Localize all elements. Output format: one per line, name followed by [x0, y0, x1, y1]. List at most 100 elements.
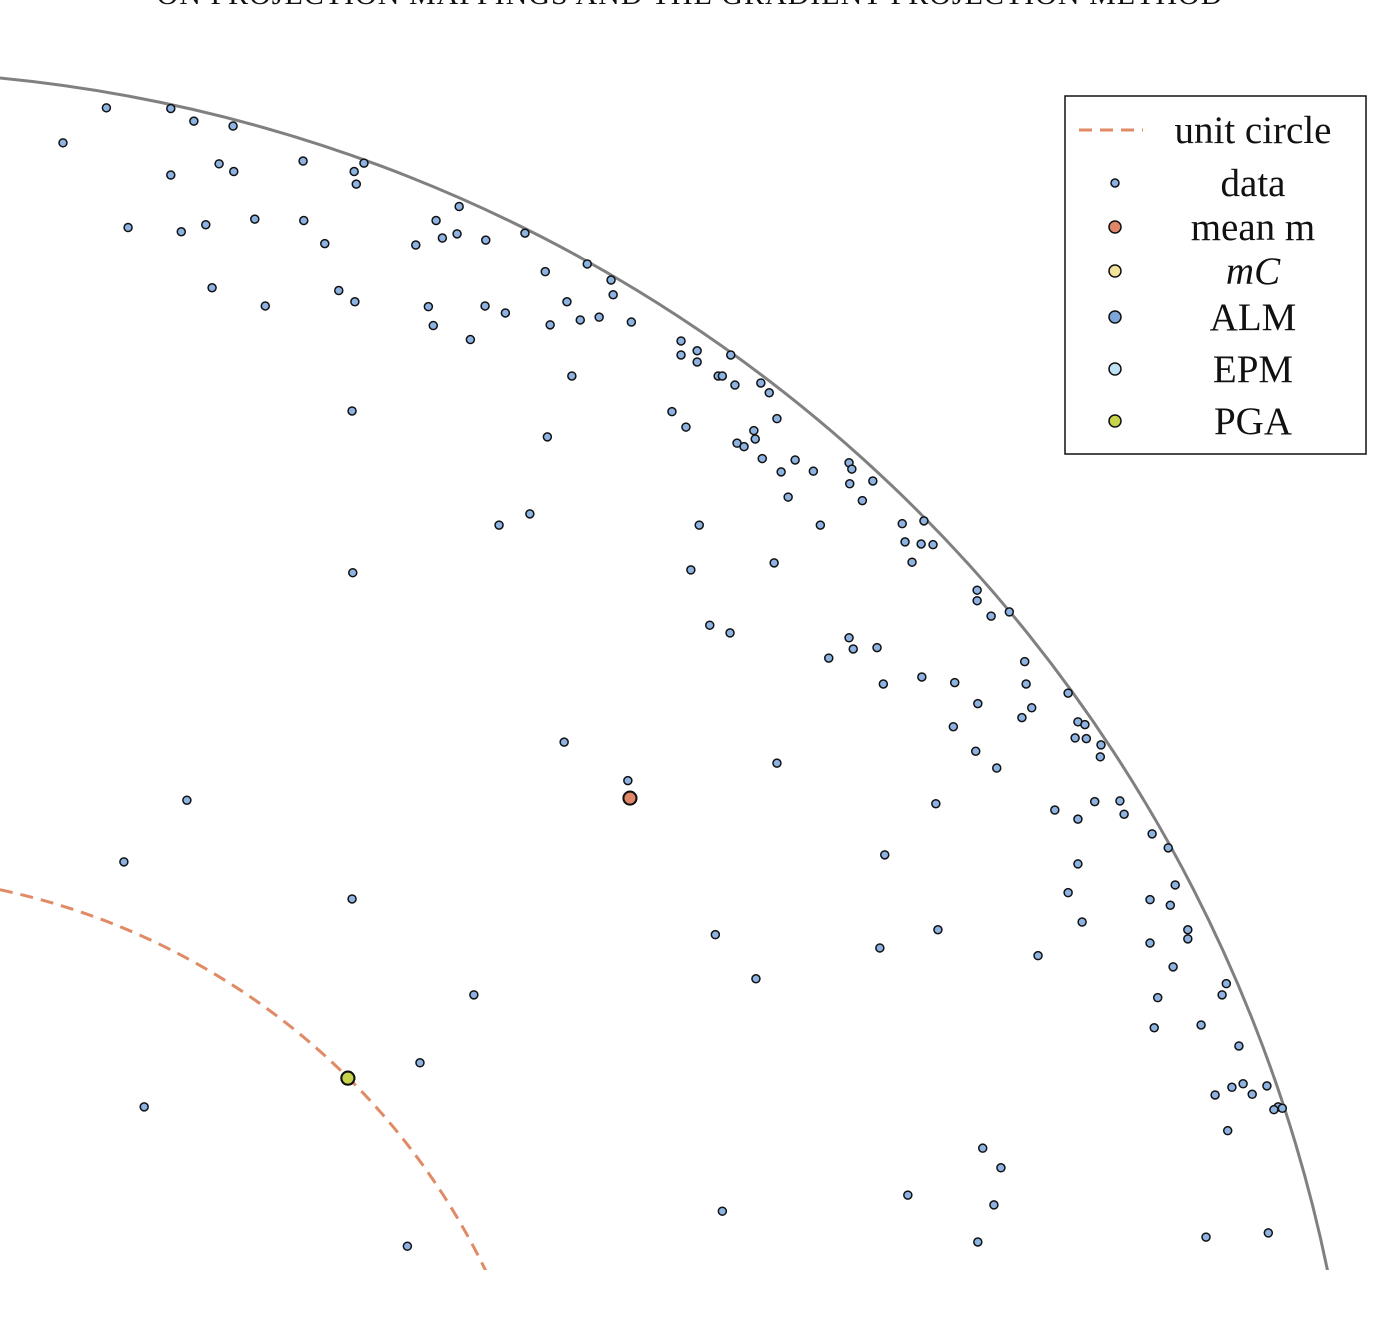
- point: [1277, 1103, 1288, 1114]
- point: [1033, 950, 1043, 961]
- point: [545, 320, 555, 330]
- point: [1119, 809, 1129, 819]
- point: [351, 179, 362, 189]
- point: [299, 215, 309, 226]
- point: [1073, 859, 1083, 869]
- plot-area: [0, 77, 1329, 1270]
- point: [933, 924, 943, 935]
- point: [750, 434, 760, 444]
- point: [948, 721, 959, 732]
- point: [1081, 733, 1092, 744]
- point: [1019, 656, 1030, 667]
- point: [520, 228, 530, 238]
- point: [676, 336, 686, 346]
- point: [452, 229, 462, 239]
- point: [1115, 796, 1125, 806]
- legend-marker: [1108, 362, 1122, 376]
- point: [972, 585, 982, 595]
- point: [1234, 1041, 1244, 1051]
- point: [1262, 1081, 1272, 1091]
- point: [725, 350, 736, 360]
- point: [437, 233, 448, 243]
- point: [848, 644, 858, 654]
- point: [769, 558, 779, 568]
- point: [717, 371, 728, 381]
- point: [808, 466, 819, 476]
- point: [411, 240, 421, 250]
- point: [676, 350, 686, 360]
- point: [349, 166, 359, 177]
- point: [334, 285, 344, 296]
- point: [776, 467, 786, 477]
- point: [875, 943, 885, 953]
- point: [725, 628, 735, 638]
- point: [1201, 1232, 1211, 1242]
- point: [1050, 805, 1060, 815]
- point: [1168, 962, 1178, 972]
- page-title: ON PROJECTION MAPPINGS AND THE GRADIENT …: [157, 0, 1224, 11]
- point: [919, 516, 929, 526]
- point: [1063, 887, 1073, 898]
- point: [250, 214, 260, 224]
- point: [182, 795, 192, 805]
- point: [469, 990, 479, 1000]
- point: [623, 775, 633, 786]
- point: [1070, 733, 1080, 743]
- legend-label: PGA: [1214, 400, 1292, 443]
- point: [228, 121, 238, 131]
- point: [350, 296, 360, 307]
- point: [214, 159, 224, 169]
- point: [298, 156, 308, 166]
- point: [1145, 938, 1155, 948]
- legend-label: mC: [1226, 250, 1281, 293]
- legend-label: ALM: [1210, 296, 1297, 339]
- point: [772, 758, 782, 768]
- point: [606, 275, 616, 285]
- point: [1073, 814, 1083, 824]
- point: [790, 455, 800, 465]
- point: [58, 138, 68, 148]
- point: [872, 642, 882, 653]
- point: [667, 406, 677, 417]
- point: [201, 219, 211, 230]
- point: [986, 611, 996, 621]
- point: [189, 116, 199, 126]
- point: [973, 698, 983, 709]
- point: [772, 413, 782, 424]
- point: [973, 1237, 983, 1247]
- point: [1152, 992, 1163, 1003]
- point: [692, 357, 702, 367]
- point: [1080, 719, 1090, 730]
- point: [1089, 796, 1100, 807]
- point: [1196, 1020, 1206, 1030]
- point: [1183, 924, 1193, 935]
- point: [739, 441, 749, 452]
- point: [415, 1058, 425, 1068]
- legend-marker: [1108, 414, 1122, 428]
- legend-label: EPM: [1213, 348, 1293, 391]
- point: [749, 425, 759, 436]
- point: [1227, 1082, 1237, 1093]
- point: [686, 565, 696, 575]
- point: [465, 334, 476, 345]
- point: [970, 746, 981, 756]
- point: [991, 763, 1002, 773]
- point: [480, 301, 490, 311]
- point: [454, 201, 464, 212]
- point: [494, 520, 504, 530]
- point: [1096, 740, 1106, 750]
- point: [1238, 1079, 1248, 1089]
- point: [320, 238, 330, 249]
- legend-label: mean m: [1191, 206, 1316, 249]
- point: [764, 388, 774, 398]
- point: [359, 158, 369, 168]
- point: [119, 857, 129, 867]
- point: [626, 317, 637, 327]
- point: [340, 1070, 356, 1086]
- point: [844, 633, 854, 643]
- point: [931, 798, 941, 809]
- point: [756, 378, 766, 388]
- legend-label: data: [1221, 162, 1286, 205]
